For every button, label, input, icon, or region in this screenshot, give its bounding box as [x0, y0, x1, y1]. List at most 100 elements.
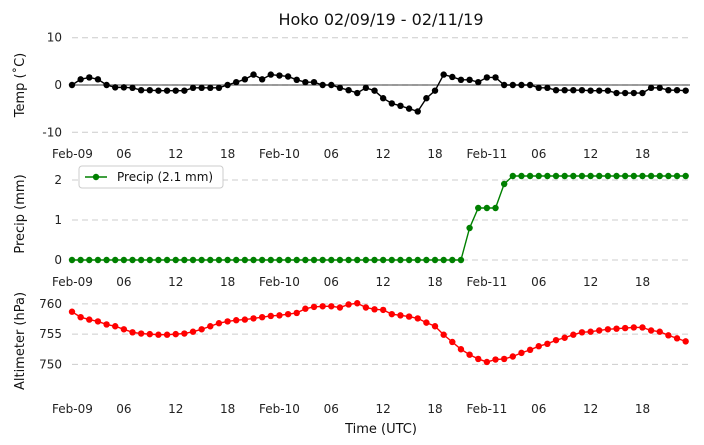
data-point-alt-50 [500, 355, 508, 363]
data-point-temp-20 [241, 76, 249, 83]
x-tick-label-precip-4: Feb-10 [259, 275, 300, 289]
data-point-alt-39 [405, 313, 413, 320]
data-point-alt-10 [155, 331, 162, 338]
y-tick-label-precip-0: 0 [54, 253, 62, 267]
data-point-temp-3 [94, 76, 102, 83]
data-point-alt-66 [639, 324, 646, 331]
data-point-temp-25 [284, 73, 292, 80]
data-point-temp-68 [656, 84, 663, 92]
data-point-temp-35 [371, 87, 378, 94]
x-tick-label-alt-9: 06 [531, 402, 546, 416]
data-point-alt-30 [328, 303, 335, 310]
data-point-temp-54 [535, 84, 542, 92]
data-point-temp-67 [647, 84, 655, 92]
data-point-alt-13 [181, 330, 188, 337]
data-point-temp-69 [665, 87, 672, 94]
data-point-alt-5 [112, 323, 119, 330]
data-point-alt-17 [215, 320, 223, 327]
data-point-precip-37 [388, 256, 396, 264]
data-point-alt-65 [630, 324, 638, 331]
x-tick-label-precip-9: 06 [531, 275, 546, 289]
data-point-precip-17 [215, 256, 223, 264]
data-point-alt-3 [94, 318, 102, 325]
x-axis-label: Time (UTC) [344, 422, 417, 437]
data-point-temp-71 [682, 87, 689, 94]
data-point-alt-51 [509, 353, 517, 360]
data-point-alt-26 [293, 309, 300, 317]
data-point-precip-51 [509, 172, 517, 180]
data-point-temp-39 [405, 105, 413, 112]
y-tick-label-alt-2: 760 [39, 297, 62, 311]
data-point-temp-56 [552, 87, 560, 94]
data-point-precip-15 [198, 256, 205, 264]
data-point-alt-40 [414, 315, 421, 322]
legend-label-precip: Precip (2.1 mm) [117, 170, 213, 184]
data-point-alt-52 [518, 349, 525, 357]
data-point-temp-60 [587, 87, 594, 94]
data-point-precip-60 [587, 172, 594, 180]
legend-precip: Precip (2.1 mm) [78, 165, 224, 189]
x-tick-label-temp-1: 06 [116, 147, 131, 161]
data-point-alt-41 [423, 319, 430, 326]
data-point-temp-15 [198, 84, 205, 92]
x-tick-label-alt-0: Feb-09 [52, 402, 93, 416]
data-point-temp-66 [639, 89, 646, 97]
data-point-alt-69 [665, 332, 672, 339]
data-point-temp-4 [103, 81, 110, 89]
x-tick-label-precip-5: 06 [324, 275, 339, 289]
data-point-alt-43 [440, 331, 447, 338]
data-point-alt-58 [570, 331, 577, 338]
data-point-precip-29 [319, 256, 326, 264]
data-point-precip-58 [570, 172, 577, 180]
data-point-alt-7 [129, 329, 136, 336]
x-tick-label-precip-11: 18 [635, 275, 650, 289]
x-tick-label-alt-3: 18 [220, 402, 235, 416]
data-point-precip-2 [86, 256, 93, 264]
data-point-precip-61 [596, 172, 603, 180]
data-point-alt-35 [371, 306, 378, 313]
data-point-precip-63 [613, 172, 620, 180]
data-point-precip-18 [224, 256, 231, 264]
data-point-temp-1 [77, 76, 84, 83]
data-point-precip-25 [284, 256, 292, 264]
data-point-temp-0 [68, 81, 76, 89]
y-axis-label-precip: Precip (mm) [13, 174, 28, 253]
data-point-precip-59 [578, 172, 586, 180]
data-point-alt-9 [146, 330, 153, 338]
data-point-temp-22 [258, 76, 266, 83]
data-point-alt-42 [431, 323, 439, 330]
data-point-precip-0 [68, 256, 76, 264]
data-point-temp-43 [440, 71, 447, 78]
x-tick-label-alt-11: 18 [635, 402, 650, 416]
data-point-alt-19 [233, 317, 240, 324]
data-point-alt-20 [241, 316, 249, 323]
x-tick-label-alt-8: Feb-11 [466, 402, 507, 416]
data-point-alt-18 [224, 318, 231, 325]
data-point-precip-24 [276, 256, 283, 264]
x-tick-label-precip-2: 12 [168, 275, 183, 289]
data-point-temp-70 [673, 87, 681, 94]
data-point-precip-12 [172, 256, 179, 264]
x-tick-label-alt-7: 18 [427, 402, 442, 416]
data-point-temp-40 [414, 108, 421, 115]
data-point-temp-36 [379, 95, 387, 102]
data-point-precip-27 [302, 256, 309, 264]
data-point-precip-21 [250, 256, 257, 264]
data-point-temp-62 [604, 87, 612, 94]
data-point-precip-30 [328, 256, 335, 264]
data-point-precip-1 [77, 256, 84, 264]
data-point-precip-28 [310, 256, 318, 264]
data-point-alt-44 [449, 338, 456, 346]
x-tick-label-temp-6: 12 [376, 147, 391, 161]
data-point-temp-42 [431, 87, 439, 94]
data-point-alt-37 [388, 310, 396, 318]
data-point-alt-1 [77, 313, 84, 321]
y-tick-label-temp-2: 10 [47, 31, 62, 45]
data-point-alt-47 [475, 355, 482, 363]
data-point-alt-59 [578, 329, 586, 336]
data-point-precip-54 [535, 172, 542, 180]
data-point-temp-34 [362, 84, 370, 92]
data-point-temp-18 [224, 81, 231, 89]
data-point-temp-23 [267, 71, 274, 78]
data-point-alt-57 [561, 334, 568, 341]
